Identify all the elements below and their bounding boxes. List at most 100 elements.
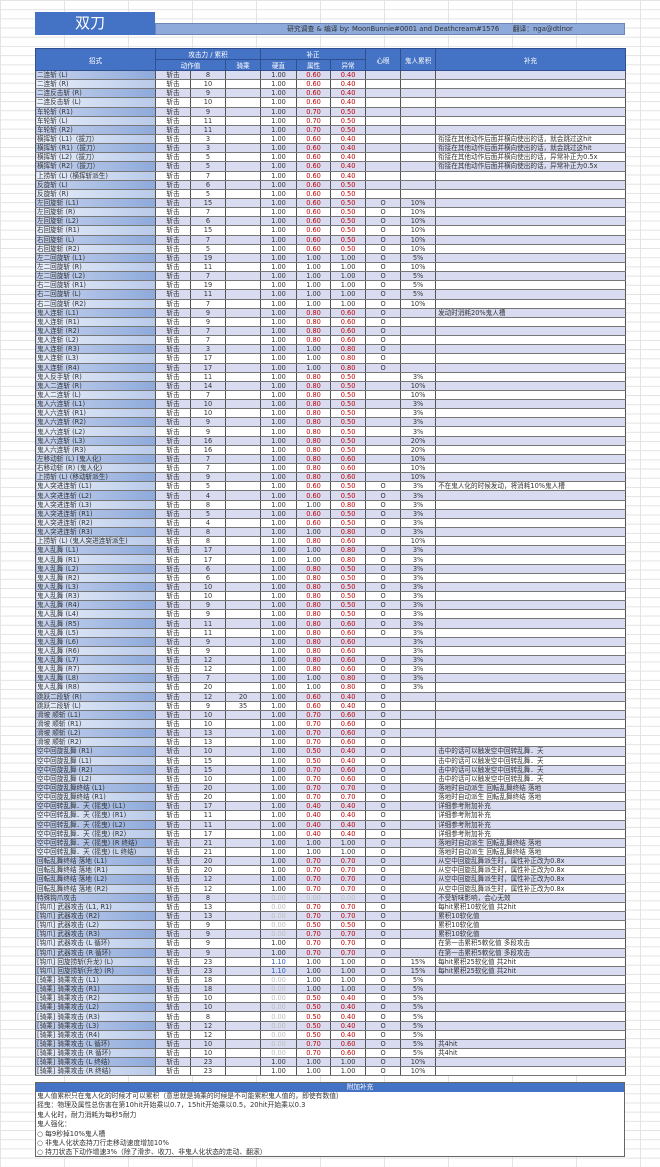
mind-eye-cell: O <box>365 225 402 236</box>
note-cell <box>435 271 627 282</box>
element-mod-cell: 0.70 <box>296 856 332 867</box>
mind-eye-cell <box>365 408 402 419</box>
move-name-cell: 鬼人乱舞 (R1) <box>35 554 156 565</box>
demon-gauge-cell <box>400 746 437 757</box>
damage-type-cell: 斩击 <box>155 865 191 876</box>
demon-gauge-cell <box>400 326 437 337</box>
status-mod-cell: 0.50 <box>330 600 367 611</box>
move-name-cell: 横挥斩 (L2)（拔刀） <box>35 152 156 163</box>
note-cell <box>435 1030 627 1040</box>
move-name-cell: [钩爪] 武器攻击 (L2) <box>35 920 156 931</box>
damage-type-cell: 斩击 <box>155 152 191 163</box>
demon-gauge-cell <box>400 865 437 876</box>
demon-gauge-cell: 5% <box>400 1039 437 1050</box>
mind-eye-cell: O <box>365 216 402 227</box>
hitstop-mod-cell: 1.00 <box>260 79 298 90</box>
table-row: 鬼人乱舞 (R6) 斩击 9 1.00 0.80 0.60 3% <box>35 646 627 657</box>
mount-value-cell <box>224 829 262 839</box>
table-row: 回転乱舞终结 落地 (L1) 斩击 20 1.00 0.70 0.70 O 从空中回旋乱舞派生… <box>35 856 627 867</box>
motion-value-table: 招式 攻击力 / 累积 补正 心眼 鬼人累积 补充 动作值 骑乘 硬直 属性 异… <box>35 48 627 1077</box>
hitstop-mod-cell: 0.00 <box>260 1039 298 1050</box>
element-mod-cell: 0.80 <box>296 564 332 574</box>
mount-value-cell <box>224 856 262 867</box>
move-name-cell: 鬼人乱舞 (R4) <box>35 600 156 611</box>
table-row: 横挥斩 (L2)（拔刀） 斩击 5 1.00 0.60 0.40 衔接在其他动作后面并横向使… <box>35 152 627 163</box>
move-name-cell: 上捞斩 (L) (鬼人突进连斩派生) <box>35 536 156 547</box>
table-row: 空中回转乱舞．天 (摇曳) (L 终结) 斩击 21 1.00 1.00 1.00 O 落地时… <box>35 847 627 858</box>
status-mod-cell: 0.50 <box>330 125 367 135</box>
motion-value-cell: 21 <box>190 838 226 848</box>
hitstop-mod-cell: 1.00 <box>260 765 298 775</box>
hitstop-mod-cell: 1.00 <box>260 628 298 638</box>
mount-value-cell <box>224 1057 262 1068</box>
demon-gauge-cell: 3% <box>400 573 437 583</box>
mount-value-cell <box>224 1039 262 1050</box>
table-row: 鬼人乱舞 (L3) 斩击 10 1.00 0.80 0.50 O 3% <box>35 582 627 593</box>
damage-type-cell: 斩击 <box>155 655 191 666</box>
mount-value-cell <box>224 116 262 126</box>
mount-value-cell <box>224 655 262 666</box>
status-mod-cell: 0.60 <box>330 664 367 675</box>
damage-type-cell: 斩击 <box>155 637 191 647</box>
mount-value-cell <box>224 774 262 784</box>
table-row: 二连斩 (R) 斩击 10 1.00 0.60 0.40 <box>35 79 627 90</box>
note-cell: 衔接在其他动作后面并横向使出的话，异常补正为0.5x <box>435 152 627 163</box>
status-mod-cell: 0.60 <box>330 628 367 638</box>
demon-gauge-cell: 3% <box>400 600 437 611</box>
move-name-cell: 左回旋斩 (L2) <box>35 216 156 227</box>
table-row: 鬼人乱舞 (R8) 斩击 20 1.00 1.00 0.80 O 3% <box>35 682 627 693</box>
table-row: 跳跃二段斩 (R) 斩击 12 20 1.00 0.60 0.40 O <box>35 692 627 702</box>
mount-value-cell <box>224 728 262 739</box>
status-mod-cell: 0.50 <box>330 490 367 501</box>
element-mod-cell: 0.80 <box>296 381 332 391</box>
status-mod-cell: 1.00 <box>330 262 367 273</box>
table-row: 鬼人连斩 (L2) 斩击 7 1.00 0.80 0.60 O <box>35 335 627 346</box>
demon-gauge-cell <box>400 847 437 858</box>
hitstop-mod-cell: 1.00 <box>260 344 298 355</box>
motion-value-cell: 8 <box>190 527 226 538</box>
motion-value-cell: 13 <box>190 728 226 739</box>
status-mod-cell: 0.50 <box>330 920 367 931</box>
note-cell: 详细参考附加补充 <box>435 829 627 839</box>
motion-value-cell: 4 <box>190 490 226 501</box>
demon-gauge-cell <box>400 902 437 912</box>
table-row: 空中回转乱舞．天 (摇曳) (L2) 斩击 11 1.00 0.40 0.40 O 详细参考附… <box>35 820 627 830</box>
motion-value-cell: 7 <box>190 673 226 684</box>
mount-value-cell <box>224 472 262 483</box>
hitstop-mod-cell: 0.00 <box>260 902 298 912</box>
mind-eye-cell: O <box>365 262 402 273</box>
note-cell: 详细参考附加补充 <box>435 810 627 821</box>
note-cell: 发动时消耗20%鬼人槽 <box>435 308 627 318</box>
note-cell <box>435 244 627 254</box>
element-mod-cell: 0.60 <box>296 70 332 81</box>
mind-eye-cell: O <box>365 701 402 711</box>
mind-eye-cell: O <box>365 1066 402 1077</box>
header-demon-gauge: 鬼人累积 <box>400 48 437 71</box>
demon-gauge-cell: 3% <box>400 646 437 657</box>
status-mod-cell: 0.50 <box>330 518 367 529</box>
demon-gauge-cell <box>400 756 437 766</box>
status-mod-cell: 0.50 <box>330 573 367 583</box>
mind-eye-cell: O <box>365 573 402 583</box>
header-note: 补充 <box>435 48 627 71</box>
motion-value-cell: 19 <box>190 253 226 263</box>
status-mod-cell: 0.40 <box>330 1021 367 1031</box>
table-row: 鬼人乱舞 (R3) 斩击 10 1.00 0.80 0.50 O 3% <box>35 591 627 602</box>
motion-value-cell: 10 <box>190 399 226 410</box>
motion-value-cell: 9 <box>190 317 226 327</box>
element-mod-cell: 0.60 <box>296 481 332 492</box>
motion-value-cell: 17 <box>190 353 226 364</box>
motion-value-cell: 12 <box>190 874 226 885</box>
damage-type-cell: 斩击 <box>155 116 191 126</box>
move-name-cell: 鬼人乱舞 (L8) <box>35 673 156 684</box>
mount-value-cell <box>224 737 262 748</box>
mount-value-cell <box>224 79 262 90</box>
note-cell: 落地时自动派生 回転乱舞终结 落地 <box>435 838 627 848</box>
hitstop-mod-cell: 1.00 <box>260 353 298 364</box>
table-row: 空中回旋乱舞 (L1) 斩击 15 1.00 0.50 0.40 O 击中的话可以触发空中回转… <box>35 756 627 766</box>
note-cell <box>435 618 627 629</box>
note-cell <box>435 417 627 428</box>
motion-value-cell: 12 <box>190 692 226 702</box>
table-row: 鬼人六连斩 (L1) 斩击 10 1.00 0.80 0.50 3% <box>35 399 627 410</box>
mind-eye-cell: O <box>365 326 402 337</box>
